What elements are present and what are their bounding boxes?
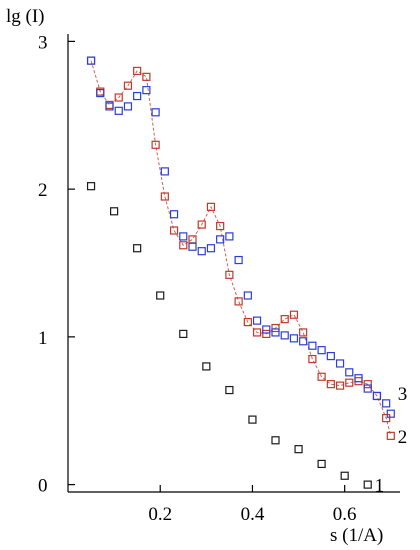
- data-point: [225, 232, 234, 241]
- data-point: [248, 415, 257, 424]
- data-point: [123, 102, 133, 111]
- data-point: [317, 372, 326, 381]
- data-point: [335, 381, 345, 390]
- data-point: [308, 354, 317, 364]
- data-point: [188, 242, 197, 251]
- data-point: [243, 317, 252, 327]
- data-point: [340, 471, 349, 480]
- data-point: [86, 56, 96, 65]
- data-point: [179, 232, 188, 241]
- data-point: [335, 359, 345, 368]
- axes: [67, 34, 400, 493]
- data-point: [252, 328, 262, 337]
- data-point: [234, 297, 243, 306]
- data-point: [317, 346, 326, 355]
- data-point: [299, 328, 308, 337]
- y-tick-label: 0: [38, 476, 48, 497]
- data-point: [197, 247, 206, 256]
- data-point: [289, 310, 299, 319]
- data-point: [294, 445, 303, 454]
- data-point: [289, 334, 299, 343]
- data-point: [225, 270, 234, 279]
- data-point: [151, 140, 160, 149]
- data-point: [96, 88, 105, 98]
- y-axis-label: lg (I): [6, 6, 45, 27]
- data-point: [354, 374, 363, 383]
- series-annotation: 3: [398, 384, 408, 405]
- series-3: [86, 56, 395, 418]
- x-tick-label: 0.2: [148, 504, 172, 525]
- data-point: [386, 431, 395, 440]
- data-point: [179, 329, 188, 339]
- series-layer: [86, 56, 395, 489]
- x-tick-label: 0.6: [333, 504, 357, 525]
- data-point: [372, 391, 382, 401]
- data-point: [382, 414, 391, 423]
- data-point: [271, 328, 280, 337]
- data-point: [382, 399, 391, 408]
- data-point: [234, 255, 243, 265]
- y-tick-label: 2: [38, 180, 48, 201]
- data-point: [156, 291, 165, 300]
- y-tick-label: 1: [38, 328, 48, 349]
- data-point: [345, 378, 354, 387]
- data-point: [345, 368, 354, 377]
- data-point: [225, 385, 234, 395]
- data-point: [169, 210, 179, 219]
- data-point: [363, 384, 372, 393]
- data-point: [206, 202, 216, 211]
- data-point: [206, 244, 216, 253]
- data-point: [169, 226, 179, 235]
- data-point: [133, 91, 142, 101]
- tick-group: 0 1 2 3 0.2 0.4 0.6: [38, 32, 357, 525]
- data-point: [299, 337, 308, 346]
- data-point: [326, 351, 335, 361]
- data-point: [142, 72, 151, 81]
- data-point: [308, 341, 317, 350]
- series-line: [90, 60, 392, 436]
- data-point: [151, 108, 160, 117]
- data-point: [202, 362, 211, 371]
- data-point: [133, 66, 142, 76]
- data-point: [262, 325, 271, 334]
- data-point: [86, 182, 96, 191]
- data-point: [326, 380, 335, 389]
- data-point: [262, 329, 271, 339]
- data-point: [317, 459, 326, 469]
- data-point: [363, 380, 372, 389]
- data-point: [280, 315, 289, 324]
- data-point: [142, 86, 151, 95]
- data-point: [280, 331, 289, 340]
- data-point: [160, 192, 169, 201]
- data-point: [133, 244, 142, 253]
- data-point: [160, 167, 169, 176]
- data-point: [114, 106, 123, 115]
- data-point: [252, 316, 262, 325]
- data-point: [110, 207, 119, 216]
- data-point: [197, 220, 206, 229]
- x-tick-label: 0.4: [241, 504, 265, 525]
- data-point: [188, 235, 197, 244]
- data-point: [271, 436, 280, 445]
- label-layer: lg (I) s (1/A) 1 2 3: [6, 6, 407, 546]
- data-point: [363, 480, 372, 489]
- data-point: [386, 409, 395, 418]
- data-point: [216, 221, 225, 231]
- y-tick-label: 3: [38, 32, 48, 53]
- data-point: [243, 291, 252, 300]
- data-point: [123, 81, 133, 90]
- series-annotation: 2: [398, 427, 408, 448]
- data-point: [216, 235, 225, 244]
- data-point: [179, 241, 188, 250]
- series-1: [86, 182, 372, 489]
- series-annotation: 1: [375, 476, 385, 497]
- data-point: [114, 93, 123, 102]
- x-axis-label: s (1/A): [330, 525, 383, 546]
- data-point: [271, 323, 280, 333]
- data-point: [105, 102, 114, 111]
